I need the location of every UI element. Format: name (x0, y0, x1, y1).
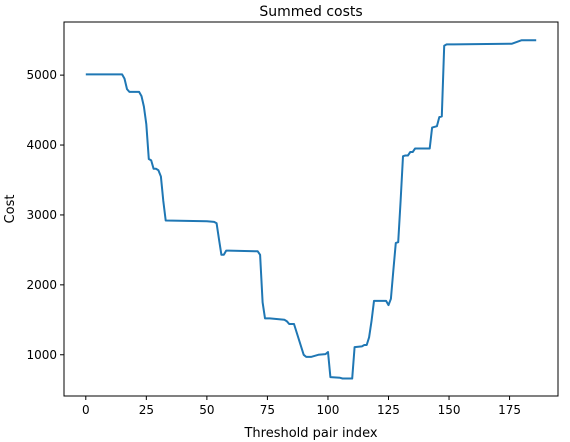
y-tick-label: 2000 (26, 278, 57, 292)
x-tick-label: 150 (438, 403, 461, 417)
y-tick-label: 1000 (26, 348, 57, 362)
y-axis: 1000 2000 3000 4000 5000 (26, 68, 64, 362)
plot-frame (63, 21, 559, 397)
x-tick-label: 50 (199, 403, 214, 417)
x-tick-label: 75 (260, 403, 275, 417)
y-axis-label: Cost (3, 195, 18, 224)
x-tick-label: 100 (316, 403, 339, 417)
x-axis-label: Threshold pair index (243, 426, 377, 441)
y-tick-label: 3000 (26, 208, 57, 222)
x-tick-label: 0 (82, 403, 90, 417)
y-tick-label: 5000 (26, 68, 57, 82)
series-line (85, 39, 537, 380)
chart-title: Summed costs (259, 4, 362, 20)
x-tick-label: 125 (377, 403, 400, 417)
x-axis: 0 25 50 75 100 125 150 175 (82, 396, 521, 417)
y-tick-label: 4000 (26, 138, 57, 152)
x-tick-label: 175 (498, 403, 521, 417)
x-tick-label: 25 (139, 403, 154, 417)
